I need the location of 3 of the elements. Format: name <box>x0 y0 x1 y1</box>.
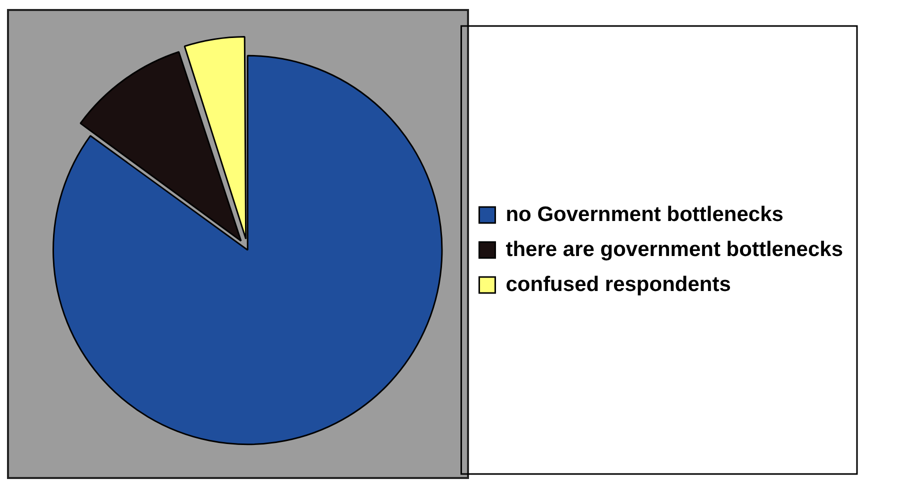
legend-label: there are government bottlenecks <box>506 238 844 261</box>
legend-label: no Government bottlenecks <box>506 202 784 226</box>
legend-label: confused respondents <box>506 272 731 296</box>
